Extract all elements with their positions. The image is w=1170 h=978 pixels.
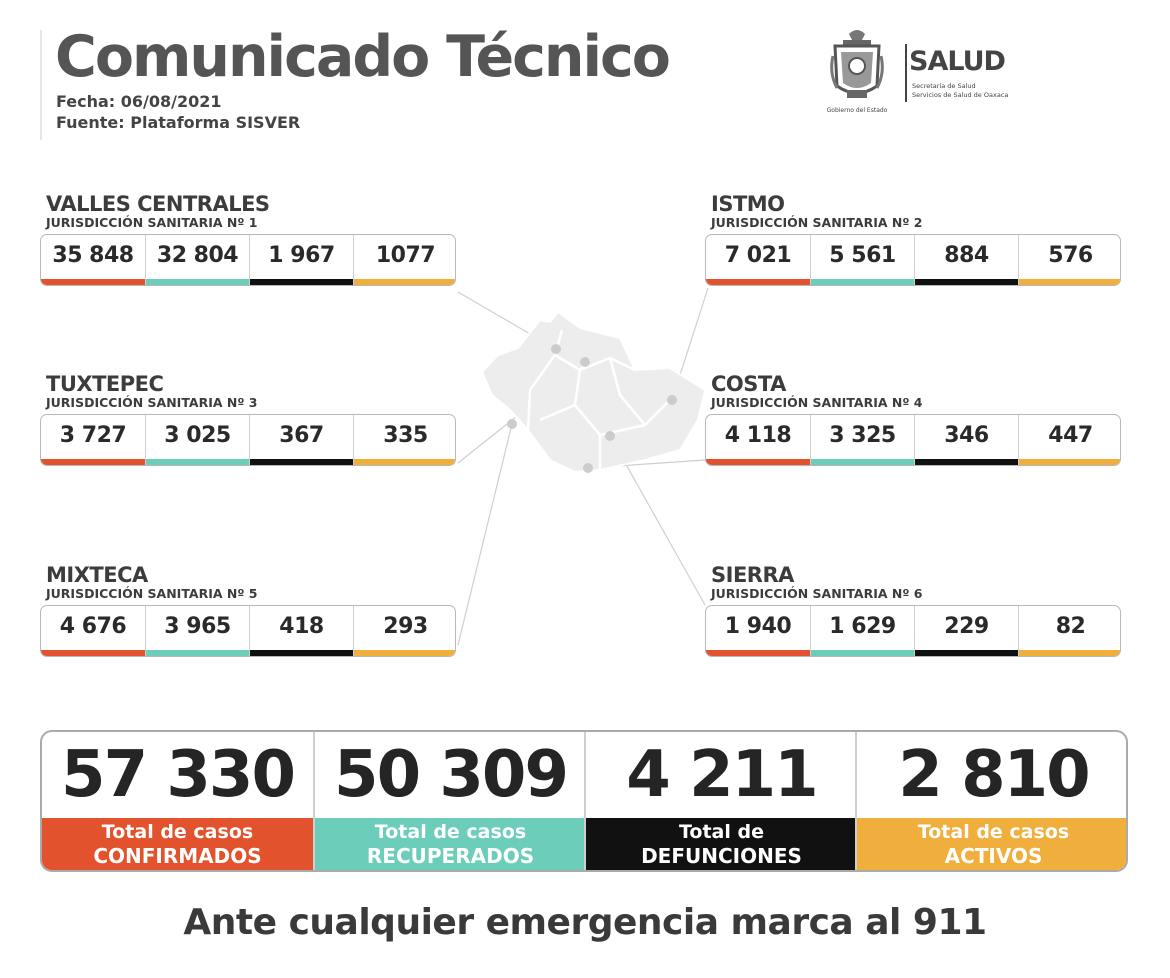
region-jurisdiction: JURISDICCIÓN SANITARIA Nº 5 bbox=[46, 586, 258, 601]
oaxaca-seal-icon bbox=[830, 30, 884, 98]
stat-activos: 293 bbox=[353, 606, 455, 656]
region-stats: 7 021 5 561 884 576 bbox=[705, 234, 1121, 286]
stat-activos: 1077 bbox=[353, 235, 455, 285]
stat-confirmados: 7 021 bbox=[706, 235, 810, 285]
region-jurisdiction: JURISDICCIÓN SANITARIA Nº 1 bbox=[46, 215, 258, 230]
region-name: COSTA bbox=[711, 372, 786, 396]
stat-recuperados: 1 629 bbox=[810, 606, 914, 656]
total-label: Total de casos ACTIVOS bbox=[857, 818, 1126, 870]
stat-defunciones: 229 bbox=[914, 606, 1018, 656]
header-divider bbox=[40, 30, 42, 140]
stat-confirmados: 4 118 bbox=[706, 415, 810, 465]
stat-defunciones: 346 bbox=[914, 415, 1018, 465]
stat-recuperados: 5 561 bbox=[810, 235, 914, 285]
government-logo: Gobierno del Estado SALUD Secretaría de … bbox=[815, 28, 1025, 118]
region-name: ISTMO bbox=[711, 192, 785, 216]
stat-activos: 576 bbox=[1018, 235, 1120, 285]
stat-confirmados: 1 940 bbox=[706, 606, 810, 656]
region-stats: 35 848 32 804 1 967 1077 bbox=[40, 234, 456, 286]
stat-recuperados: 3 325 bbox=[810, 415, 914, 465]
report-source: Fuente: Plataforma SISVER bbox=[56, 113, 301, 132]
region-name: TUXTEPEC bbox=[46, 372, 164, 396]
region-jurisdiction: JURISDICCIÓN SANITARIA Nº 2 bbox=[711, 215, 923, 230]
report-date: Fecha: 06/08/2021 bbox=[56, 92, 222, 111]
stat-recuperados: 3 025 bbox=[145, 415, 249, 465]
total-activos: 2 810 Total de casos ACTIVOS bbox=[855, 732, 1126, 870]
region-name: SIERRA bbox=[711, 563, 794, 587]
total-value: 2 810 bbox=[898, 738, 1090, 812]
total-label: Total de casos RECUPERADOS bbox=[315, 818, 586, 870]
region-jurisdiction: JURISDICCIÓN SANITARIA Nº 3 bbox=[46, 395, 258, 410]
stat-defunciones: 367 bbox=[249, 415, 353, 465]
region-stats: 1 940 1 629 229 82 bbox=[705, 605, 1121, 657]
region-name: VALLES CENTRALES bbox=[46, 192, 270, 216]
servicios-label: Servicios de Salud de Oaxaca bbox=[912, 91, 1009, 99]
stat-activos: 82 bbox=[1018, 606, 1120, 656]
total-defunciones: 4 211 Total de DEFUNCIONES bbox=[584, 732, 857, 870]
gobierno-label: Gobierno del Estado bbox=[826, 107, 888, 114]
stat-confirmados: 3 727 bbox=[41, 415, 145, 465]
stat-defunciones: 884 bbox=[914, 235, 1018, 285]
total-confirmados: 57 330 Total de casos CONFIRMADOS bbox=[42, 732, 313, 870]
total-recuperados: 50 309 Total de casos RECUPERADOS bbox=[313, 732, 586, 870]
totals-panel: 57 330 Total de casos CONFIRMADOS 50 309 … bbox=[40, 730, 1128, 872]
salud-wordmark: SALUD bbox=[909, 46, 1006, 77]
stat-defunciones: 1 967 bbox=[249, 235, 353, 285]
logo-separator bbox=[905, 44, 907, 102]
oaxaca-map bbox=[480, 310, 707, 474]
secretaria-label: Secretaría de Salud bbox=[912, 82, 976, 90]
region-jurisdiction: JURISDICCIÓN SANITARIA Nº 4 bbox=[711, 395, 923, 410]
stat-confirmados: 4 676 bbox=[41, 606, 145, 656]
region-stats: 4 118 3 325 346 447 bbox=[705, 414, 1121, 466]
total-value: 57 330 bbox=[61, 738, 296, 812]
total-value: 50 309 bbox=[334, 738, 569, 812]
stat-recuperados: 32 804 bbox=[145, 235, 249, 285]
region-stats: 3 727 3 025 367 335 bbox=[40, 414, 456, 466]
stat-activos: 447 bbox=[1018, 415, 1120, 465]
region-stats: 4 676 3 965 418 293 bbox=[40, 605, 456, 657]
stat-activos: 335 bbox=[353, 415, 455, 465]
region-name: MIXTECA bbox=[46, 563, 148, 587]
stat-recuperados: 3 965 bbox=[145, 606, 249, 656]
region-jurisdiction: JURISDICCIÓN SANITARIA Nº 6 bbox=[711, 586, 923, 601]
stat-defunciones: 418 bbox=[249, 606, 353, 656]
page-title: Comunicado Técnico bbox=[55, 24, 671, 90]
emergency-message: Ante cualquier emergencia marca al 911 bbox=[183, 902, 987, 943]
total-value: 4 211 bbox=[626, 738, 818, 812]
total-label: Total de casos CONFIRMADOS bbox=[42, 818, 313, 870]
total-label: Total de DEFUNCIONES bbox=[586, 818, 857, 870]
stat-confirmados: 35 848 bbox=[41, 235, 145, 285]
